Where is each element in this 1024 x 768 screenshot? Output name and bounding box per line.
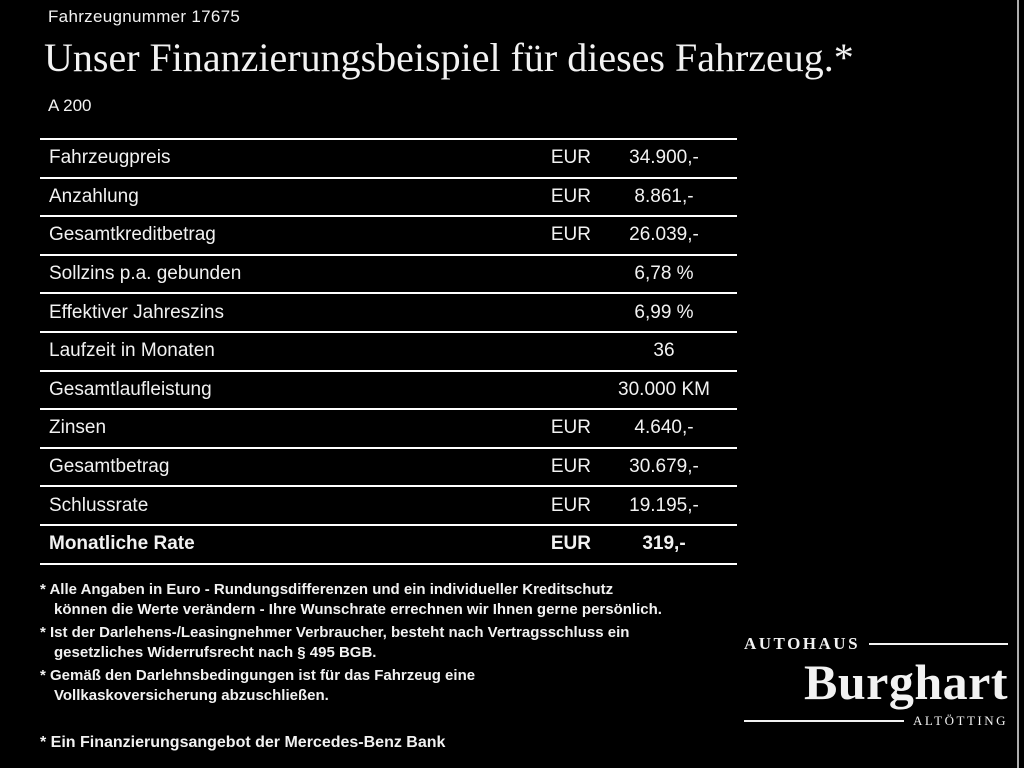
row-label: Gesamtkreditbetrag — [49, 224, 216, 246]
table-row-monthly-rate: Monatliche Rate EUR 319,- — [40, 523, 737, 563]
row-value: 34.900,- — [629, 147, 699, 169]
table-row: Gesamtkreditbetrag EUR 26.039,- — [40, 215, 737, 254]
row-label: Fahrzeugpreis — [49, 147, 171, 169]
logo-dealer-name: Burghart — [804, 654, 1008, 710]
row-label: Zinsen — [49, 417, 107, 439]
logo-top-row: AUTOHAUS — [744, 634, 1008, 654]
row-currency: EUR — [550, 533, 591, 555]
row-currency: EUR — [550, 417, 591, 439]
table-row: Sollzins p.a. gebunden 6,78 % — [40, 253, 737, 293]
row-currency: EUR — [550, 456, 591, 478]
logo-divider-line — [744, 719, 905, 722]
logo-autohaus-label: AUTOHAUS — [744, 634, 861, 653]
financing-table: Fahrzeugpreis EUR 34.900,- Anzahlung EUR… — [40, 138, 737, 565]
dealer-logo: AUTOHAUS Burghart ALTÖTTING — [744, 634, 1008, 729]
table-row: Fahrzeugpreis EUR 34.900,- — [40, 138, 737, 177]
table-row: Anzahlung EUR 8.861,- — [40, 176, 737, 216]
row-currency: EUR — [550, 147, 591, 169]
row-currency: EUR — [550, 494, 591, 516]
row-value: 8.861,- — [634, 185, 694, 207]
footnote-3: * Gemäß den Darlehnsbedingungen ist für … — [40, 667, 476, 704]
row-value: 4.640,- — [634, 417, 694, 439]
row-label: Sollzins p.a. gebunden — [49, 263, 242, 285]
row-label: Monatliche Rate — [49, 533, 195, 555]
vehicle-model: A 200 — [48, 96, 92, 115]
table-row: Effektiver Jahreszins 6,99 % — [40, 292, 737, 331]
row-value: 19.195,- — [629, 494, 699, 516]
row-label: Laufzeit in Monaten — [49, 340, 215, 362]
row-currency: EUR — [550, 224, 591, 246]
right-edge-line — [1017, 0, 1019, 768]
row-value: 36 — [653, 340, 675, 362]
row-value: 319,- — [642, 533, 686, 555]
logo-city-label: ALTÖTTING — [913, 712, 1008, 728]
row-value: 6,99 % — [634, 301, 694, 323]
row-label: Gesamtlaufleistung — [49, 378, 212, 400]
table-row: Laufzeit in Monaten 36 — [40, 330, 737, 370]
row-label: Anzahlung — [49, 185, 139, 207]
row-label: Schlussrate — [49, 494, 149, 516]
table-row: Gesamtlaufleistung 30.000 KM — [40, 369, 737, 409]
footnote-2: * Ist der Darlehens-/Leasingnehmer Verbr… — [40, 624, 630, 661]
row-label: Effektiver Jahreszins — [49, 301, 224, 323]
footnote-1: * Alle Angaben in Euro - Rundungsdiffere… — [40, 581, 662, 618]
row-label: Gesamtbetrag — [49, 456, 170, 478]
row-value: 30.000 KM — [618, 378, 710, 400]
table-row: Zinsen EUR 4.640,- — [40, 408, 737, 447]
row-value: 6,78 % — [634, 263, 694, 285]
financing-offer-note: * Ein Finanzierungsangebot der Mercedes-… — [40, 734, 446, 751]
page-title: Unser Finanzierungsbeispiel für dieses F… — [44, 35, 854, 80]
table-row: Schlussrate EUR 19.195,- — [40, 485, 737, 524]
row-value: 30.679,- — [629, 456, 699, 478]
footnotes: * Alle Angaben in Euro - Rundungsdiffere… — [40, 580, 746, 709]
logo-bottom-row: ALTÖTTING — [744, 713, 1008, 729]
table-row: Gesamtbetrag EUR 30.679,- — [40, 446, 737, 486]
row-currency: EUR — [550, 185, 591, 207]
vehicle-number: Fahrzeugnummer 17675 — [48, 7, 241, 26]
logo-divider-line — [869, 643, 1008, 645]
row-value: 26.039,- — [629, 224, 699, 246]
